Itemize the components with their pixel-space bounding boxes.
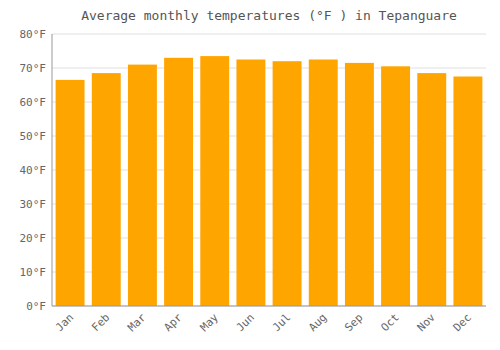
x-tick-label: Mar [125, 311, 149, 335]
x-tick-label: Nov [415, 311, 439, 335]
x-tick-label: Sep [342, 311, 365, 334]
x-tick-label: Dec [451, 311, 474, 334]
bar [164, 58, 193, 306]
y-tick-label: 80°F [20, 28, 47, 41]
y-tick-label: 10°F [20, 266, 47, 279]
y-tick-label: 60°F [20, 96, 47, 109]
x-tick-label: Jan [53, 311, 76, 334]
bar [56, 80, 85, 306]
y-tick-label: 50°F [20, 130, 47, 143]
x-axis-line [52, 306, 486, 307]
bar [92, 73, 121, 306]
x-tick-label: May [198, 311, 222, 335]
x-tick-label: Apr [161, 311, 185, 335]
y-tick-label: 40°F [20, 164, 47, 177]
chart-container: Average monthly temperatures (°F ) in Te… [0, 0, 500, 350]
x-tick-label: Jul [270, 311, 293, 334]
x-tick-label: Aug [306, 311, 329, 334]
grid-line [52, 68, 486, 69]
x-tick-label: Feb [89, 311, 112, 334]
bar [128, 65, 157, 306]
bar [417, 73, 446, 306]
bar [453, 77, 482, 307]
x-tick-label: Oct [378, 311, 401, 334]
y-tick-label: 70°F [20, 62, 47, 75]
grid-line [52, 306, 486, 307]
y-tick-label: 30°F [20, 198, 47, 211]
chart: Average monthly temperatures (°F ) in Te… [0, 0, 500, 350]
y-axis-line [52, 34, 53, 306]
bar [309, 60, 338, 307]
title: Average monthly temperatures (°F ) in Te… [81, 8, 457, 23]
y-tick-label: 0°F [26, 300, 46, 313]
x-tick-label: Jun [234, 311, 257, 334]
bars [56, 56, 483, 306]
grid-line [52, 34, 486, 35]
bar [345, 63, 374, 306]
bar [200, 56, 229, 306]
y-tick-label: 20°F [20, 232, 47, 245]
bar [381, 66, 410, 306]
bar [273, 61, 302, 306]
bar [236, 60, 265, 307]
y-axis: 0°F 10°F 20°F 30°F 40°F 50°F 60°F 70°F 80°F [20, 28, 487, 313]
x-axis: Jan Feb Mar Apr May Jun Jul Aug Sep Oct Nov Dec [53, 311, 474, 335]
